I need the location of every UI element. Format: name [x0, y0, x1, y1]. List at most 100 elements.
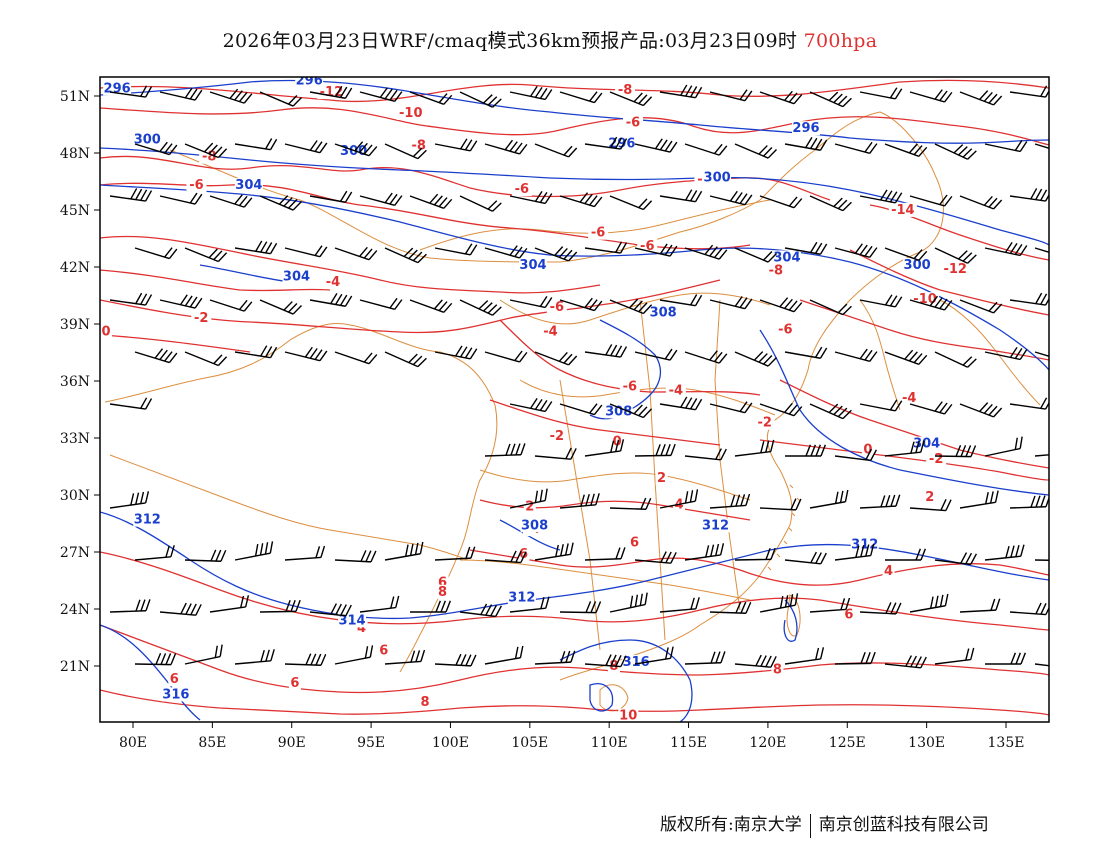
wind-barb: [984, 436, 1023, 457]
wind-barb: [884, 349, 928, 365]
wind-barb: [809, 403, 852, 420]
wind-barb: [759, 195, 803, 209]
height-contour-labels: 2962963003002962963043003043043043003083…: [103, 77, 941, 702]
wind-barb: [584, 344, 628, 358]
wind-barb: [484, 245, 528, 259]
wind-barb: [634, 243, 678, 257]
wind-barb: [109, 491, 150, 509]
temperature-label-bg: [377, 643, 390, 658]
wind-barb: [934, 647, 975, 665]
wind-barb: [909, 194, 953, 207]
wind-barb: [1009, 495, 1049, 509]
temperature-label-bg: [899, 391, 920, 405]
temperature-label: -2: [550, 429, 564, 444]
wind-barb: [359, 87, 403, 102]
wind-barb: [634, 646, 674, 665]
wind-barb: [534, 650, 576, 665]
wind-barb: [659, 294, 703, 307]
wind-barb: [209, 88, 253, 104]
height-label-bg: [507, 590, 536, 605]
height-label-bg: [133, 512, 162, 527]
pressure-level: 700hpa: [803, 30, 878, 52]
wind-barb: [409, 193, 453, 209]
taiwan-outline: [786, 594, 801, 637]
wind-barb: [534, 542, 574, 561]
height-label: 300: [704, 171, 731, 186]
temperature-label: 0: [613, 435, 622, 450]
y-tick-label: 24N: [60, 602, 90, 618]
height-label: 312: [702, 518, 729, 533]
temperature-label: -12: [943, 262, 967, 277]
temperature-label-bg: [546, 429, 567, 443]
plot-frame: [99, 76, 1050, 723]
wind-barb: [109, 599, 151, 613]
wind-barb: [759, 402, 803, 417]
wind-barb: [834, 651, 876, 665]
temperature-label: -8: [618, 83, 632, 98]
wind-barb: [584, 439, 625, 457]
wind-barb: [884, 143, 928, 157]
wind-barb: [959, 195, 1003, 210]
wind-barb: [659, 189, 703, 203]
wind-barb: [709, 89, 753, 102]
height-label: 312: [134, 513, 161, 528]
height-label-bg: [295, 77, 324, 88]
x-axis: 80E 85E 90E 95E 100E 105E 110E 115E 120E 125E 130E…: [119, 722, 1025, 751]
y-tick-label: 51N: [60, 89, 90, 105]
wind-barb: [909, 295, 953, 311]
wind-barb: [184, 549, 227, 562]
wind-barb: [109, 85, 153, 98]
temperature-label-bg: [419, 695, 432, 709]
x-tick-label: 135E: [988, 735, 1025, 751]
wind-barb: [684, 651, 726, 665]
x-tick-label: 100E: [432, 735, 469, 751]
tibet-plateau-border: [104, 322, 498, 673]
x-tick-label: 110E: [591, 735, 628, 751]
temperature-label: -6: [189, 178, 203, 193]
copyright-left: 版权所有:南京大学: [660, 815, 802, 835]
wind-barb: [309, 85, 353, 99]
wind-barb: [934, 444, 977, 458]
copyright-separator: [809, 813, 811, 838]
wind-barb: [259, 91, 303, 107]
height-label: 308: [650, 306, 677, 321]
temperature-label: -8: [202, 150, 216, 165]
height-label: 300: [134, 133, 161, 148]
wind-barb: [384, 143, 427, 160]
wind-barb: [959, 598, 1001, 613]
wind-barb: [509, 296, 553, 309]
wind-barb: [409, 299, 453, 313]
wind-barb: [584, 136, 628, 150]
wind-barb: [309, 190, 353, 203]
wind-barb: [609, 195, 653, 211]
temperature-label-bg: [941, 261, 970, 276]
temperature-label-bg: [322, 275, 343, 290]
wind-barb: [534, 447, 577, 460]
wind-barb: [459, 603, 503, 618]
temperature-label-bg: [842, 607, 855, 622]
wind-barb: [484, 443, 526, 457]
temperature-label: -2: [194, 311, 208, 326]
temperature-label-bg: [396, 106, 425, 120]
wind-barb: [359, 595, 400, 613]
wind-barb: [184, 247, 228, 263]
temperature-label: 6: [844, 608, 853, 623]
height-label: 312: [508, 591, 535, 606]
temperature-label: 6: [438, 575, 447, 590]
wind-barb: [1034, 351, 1049, 358]
wind-barb: [134, 545, 175, 561]
wind-barb: [834, 348, 878, 362]
wind-barb: [134, 141, 178, 156]
wind-barb: [884, 247, 928, 261]
map-title: 2026年03月23日WRF/cmaq模式36km预报产品:03月23日09时 …: [0, 26, 1100, 53]
temperature-label-bg: [199, 149, 220, 164]
x-tick-label: 125E: [829, 735, 866, 751]
wind-barb: [159, 87, 203, 101]
wind-barb: [559, 91, 603, 104]
wind-barb: [259, 299, 303, 315]
wind-barb: [359, 297, 403, 310]
height-label: 304: [519, 258, 546, 273]
wind-barb: [410, 600, 452, 613]
wind-barb: [434, 653, 477, 667]
wind-barb: [284, 346, 328, 362]
